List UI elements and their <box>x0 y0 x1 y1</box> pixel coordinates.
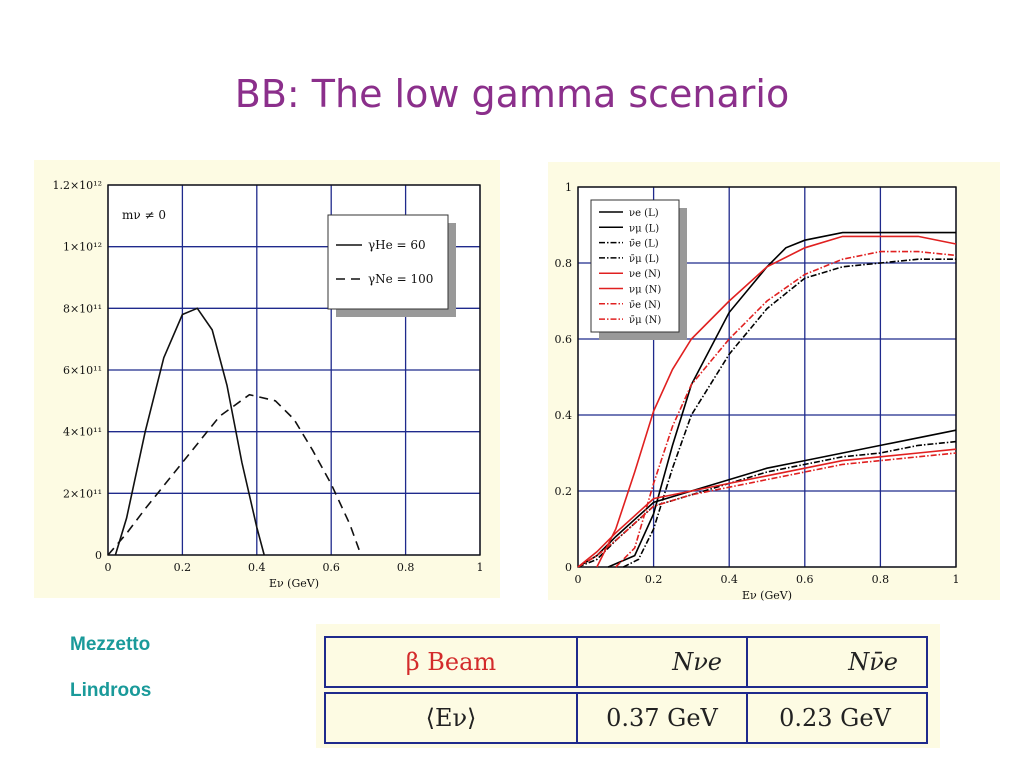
left-chart-panel: 0 0.2 0.4 0.6 0.8 1 0 2×10¹¹ 4×10¹¹ 6×10¹¹ 8×10¹¹ 1… <box>34 160 500 598</box>
series-line-2 <box>107 393 362 556</box>
x-axis-label: Eν (GeV) <box>269 577 319 590</box>
legend-label: νμ (L) <box>629 223 659 234</box>
slide-title: BB: The low gamma scenario <box>234 72 790 116</box>
series-line-7 <box>615 250 957 568</box>
row-label-mean-energy: ⟨Eν⟩ <box>425 704 477 732</box>
x-tick-label: 0.6 <box>796 573 814 586</box>
legend-label: γNe = 100 <box>368 272 433 286</box>
right-chart-panel: 0 0.2 0.4 0.6 0.8 1 0 0.2 0.4 0.6 0.8 1 Eν (GeV) νe (… <box>548 162 1000 602</box>
y-tick-label: 0.4 <box>555 409 573 422</box>
series-line-8 <box>577 452 957 568</box>
table-header-row: β Beam Nνe Nν̄e <box>324 636 928 688</box>
x-axis-label: Eν (GeV) <box>742 589 792 602</box>
header-beam-cell: β Beam <box>326 638 578 686</box>
legend-label: ν̄e (L) <box>629 239 659 250</box>
plot-frame <box>577 186 957 568</box>
x-tick-label: 0.8 <box>397 561 415 574</box>
y-tick-label: 1×10¹² <box>63 241 102 254</box>
row-value-nue: 0.37 GeV <box>606 704 718 732</box>
y-tick-label: 1 <box>565 181 572 194</box>
legend-label: νμ (N) <box>629 285 661 296</box>
row-value-nue-cell: 0.37 GeV <box>578 694 748 742</box>
y-tick-label: 8×10¹¹ <box>63 302 102 315</box>
header-n-anue: Nν̄e <box>848 648 898 676</box>
y-tick-label: 4×10¹¹ <box>63 426 102 439</box>
header-n-anue-cell: Nν̄e <box>748 638 922 686</box>
series-line-3 <box>623 258 956 568</box>
credit-lindroos: Lindroos <box>70 680 152 701</box>
legend-label: νe (L) <box>629 208 659 219</box>
header-n-nue: Nνe <box>672 648 722 676</box>
x-tick-label: 0 <box>575 573 582 586</box>
series-line-6 <box>577 448 957 568</box>
legend-label: ν̄e (N) <box>629 300 661 311</box>
x-tick-label: 1 <box>477 561 484 574</box>
legend-box <box>327 214 449 310</box>
header-n-nue-cell: Nνe <box>578 638 748 686</box>
right-chart: 0 0.2 0.4 0.6 0.8 1 0 0.2 0.4 0.6 0.8 1 Eν (GeV) νe (… <box>555 181 960 602</box>
y-tick-label: 0.2 <box>555 485 573 498</box>
beam-table: β Beam Nνe Nν̄e ⟨Eν⟩ 0.37 GeV 0.23 GeV <box>316 624 940 748</box>
series-line-2 <box>577 429 957 568</box>
y-tick-label: 0 <box>565 561 572 574</box>
x-tick-label: 1 <box>953 573 960 586</box>
row-value-anue-cell: 0.23 GeV <box>748 694 922 742</box>
x-tick-label: 0.2 <box>174 561 192 574</box>
header-beam: β Beam <box>405 648 497 676</box>
x-tick-label: 0.6 <box>322 561 340 574</box>
x-tick-label: 0.8 <box>872 573 890 586</box>
y-tick-label: 1.2×10¹² <box>52 179 102 192</box>
row-label-cell: ⟨Eν⟩ <box>326 694 578 742</box>
left-chart: 0 0.2 0.4 0.6 0.8 1 0 2×10¹¹ 4×10¹¹ 6×10¹¹ 8×10¹¹ 1… <box>52 179 484 590</box>
series-line-1 <box>114 307 265 556</box>
plot-frame <box>107 184 481 556</box>
x-tick-label: 0.4 <box>720 573 738 586</box>
credit-mezzetto: Mezzetto <box>70 634 151 655</box>
y-tick-label: 0 <box>95 549 102 562</box>
x-tick-label: 0 <box>105 561 112 574</box>
legend-label: νe (N) <box>629 269 661 280</box>
series-line-5 <box>596 235 957 568</box>
table-value-row: ⟨Eν⟩ 0.37 GeV 0.23 GeV <box>324 692 928 744</box>
legend-label: ν̄μ (L) <box>629 254 659 265</box>
y-tick-label: 0.8 <box>555 257 573 270</box>
x-tick-label: 0.4 <box>248 561 265 574</box>
legend-label: γHe = 60 <box>368 238 426 252</box>
y-tick-label: 2×10¹¹ <box>63 487 102 500</box>
row-value-anue: 0.23 GeV <box>779 704 891 732</box>
series-line-4 <box>577 440 957 568</box>
legend-label: ν̄μ (N) <box>629 315 661 326</box>
x-tick-label: 0.2 <box>645 573 663 586</box>
y-tick-label: 6×10¹¹ <box>63 364 102 377</box>
y-tick-label: 0.6 <box>555 333 573 346</box>
chart-annotation: mν ≠ 0 <box>122 208 166 222</box>
legend-box <box>590 199 680 333</box>
